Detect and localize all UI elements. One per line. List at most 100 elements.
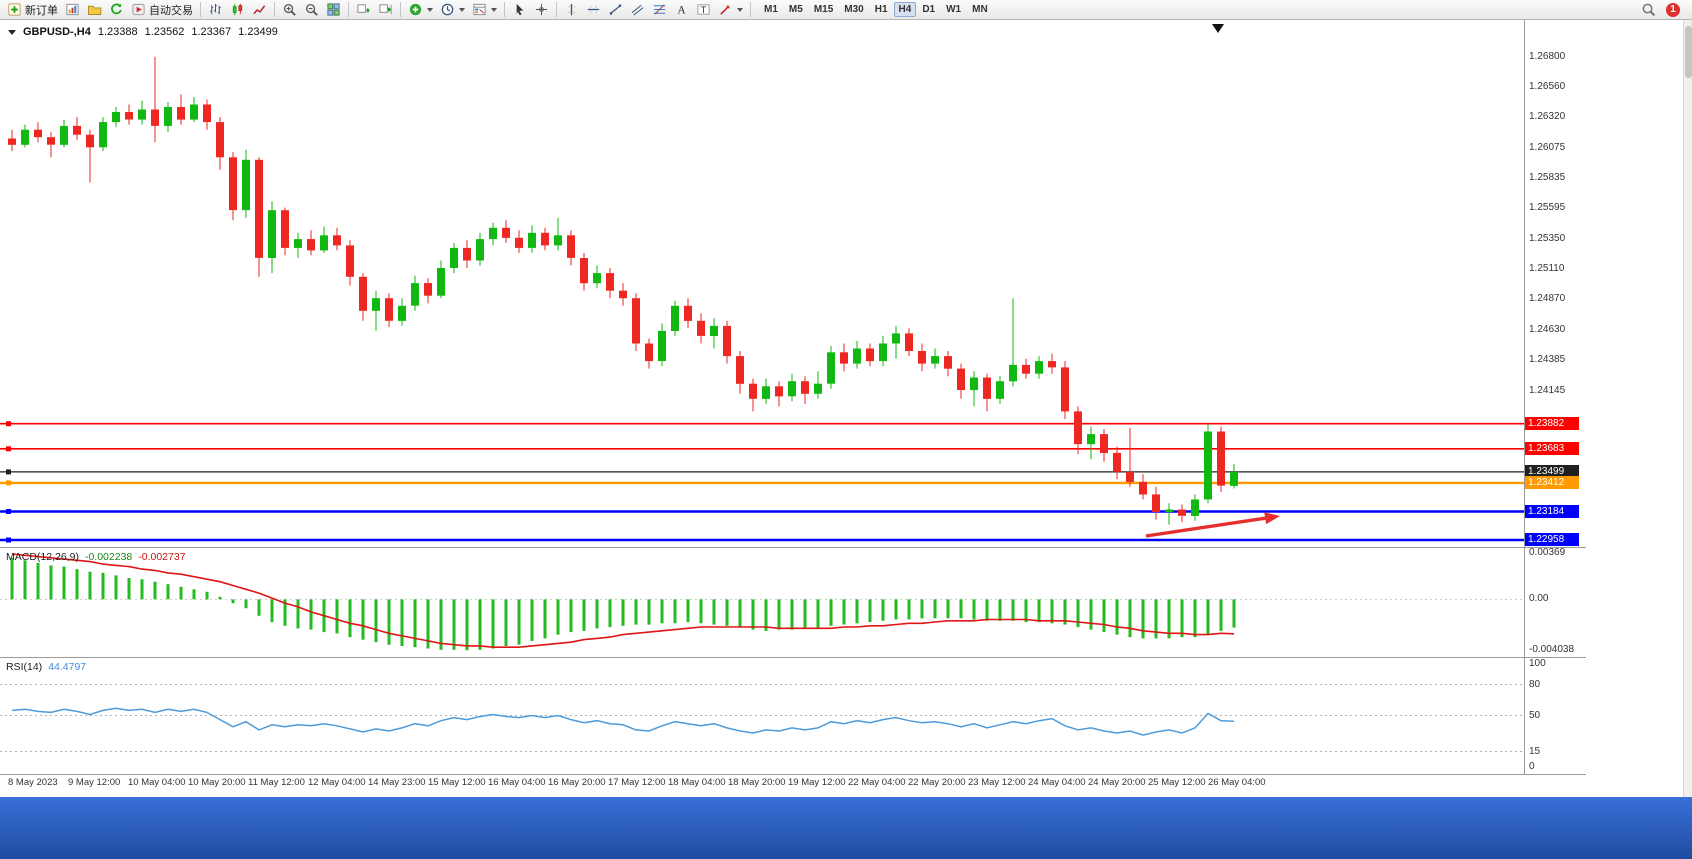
hline-icon	[586, 2, 601, 17]
price-tick: 1.24870	[1529, 293, 1566, 305]
chart-window: GBPUSD-,H4 1.23388 1.23562 1.23367 1.234…	[0, 20, 1692, 797]
new-order-button[interactable]: 新订单	[4, 0, 61, 19]
main-chart-canvas[interactable]	[0, 24, 1524, 546]
time-tick: 16 May 04:00	[488, 777, 546, 788]
chart-shift-icon	[378, 2, 393, 17]
price-tick: 1.25595	[1529, 202, 1566, 214]
periods-button[interactable]	[437, 0, 468, 19]
time-tick: 10 May 20:00	[188, 777, 246, 788]
refresh-button[interactable]	[106, 0, 127, 19]
dropdown-caret-icon	[491, 7, 497, 12]
timeframe-m1-button[interactable]: M1	[764, 4, 778, 15]
autotrading-icon	[131, 2, 146, 17]
toolbar-separator	[750, 2, 751, 17]
timeframe-h4-button[interactable]: H4	[893, 2, 917, 17]
auto-scroll-button[interactable]	[353, 0, 374, 19]
rsi-scale-tick: 0	[1529, 761, 1535, 772]
profiles-button[interactable]	[84, 0, 105, 19]
time-tick: 24 May 04:00	[1028, 777, 1086, 788]
rsi-scale-tick: 80	[1529, 678, 1541, 690]
rsi-indicator-canvas[interactable]	[0, 659, 1524, 772]
new-order-button-label: 新订单	[25, 4, 58, 17]
bars-icon	[208, 2, 223, 17]
symbol-period-label: GBPUSD-,H4	[23, 26, 91, 38]
chart-shift-button[interactable]	[375, 0, 396, 19]
time-tick: 25 May 12:00	[1148, 777, 1206, 788]
time-tick: 17 May 12:00	[608, 777, 666, 788]
zoom-out-button[interactable]	[301, 0, 322, 19]
vertical-scrollbar[interactable]	[1683, 20, 1692, 797]
price-line-badge: 1.23412	[1525, 476, 1579, 490]
search-icon	[1641, 2, 1656, 17]
time-axis-border	[0, 774, 1586, 775]
price-line-badge: 1.23683	[1525, 442, 1579, 456]
templates-button[interactable]	[469, 0, 500, 19]
line-chart-button[interactable]	[249, 0, 270, 19]
timeframe-m30-button[interactable]: M30	[844, 4, 864, 15]
fibonacci-icon	[652, 2, 667, 17]
text-button[interactable]: A	[671, 0, 692, 19]
vertical-line-button[interactable]	[561, 0, 582, 19]
autotrading-button[interactable]: 自动交易	[128, 0, 196, 19]
time-tick: 10 May 04:00	[128, 777, 186, 788]
time-tick: 22 May 20:00	[908, 777, 966, 788]
panel-splitter-macd[interactable]	[0, 547, 1586, 548]
macd-scale-tick: 0.00	[1529, 593, 1549, 605]
time-tick: 14 May 23:00	[368, 777, 426, 788]
time-tick: 9 May 12:00	[68, 777, 121, 788]
vline-icon	[564, 2, 579, 17]
cursor-button[interactable]	[509, 0, 530, 19]
profiles-icon	[87, 2, 102, 17]
new-chart-icon	[65, 2, 80, 17]
time-tick: 8 May 2023	[8, 777, 58, 788]
rsi-scale-tick: 50	[1529, 709, 1541, 721]
time-tick: 12 May 04:00	[308, 777, 366, 788]
trendline-button[interactable]	[605, 0, 626, 19]
timeframe-w1-button[interactable]: W1	[946, 4, 962, 15]
time-tick: 16 May 20:00	[548, 777, 606, 788]
price-tick: 1.26560	[1529, 80, 1566, 92]
timeframe-mn-button[interactable]: MN	[972, 4, 988, 15]
rsi-scale-tick: 100	[1529, 658, 1546, 669]
scrollbar-thumb[interactable]	[1685, 26, 1692, 78]
label-button[interactable]: T	[693, 0, 714, 19]
toolbar-separator	[274, 2, 275, 17]
time-tick: 15 May 12:00	[428, 777, 486, 788]
macd-scale-tick: -0.004038	[1529, 644, 1575, 656]
horizontal-line-button[interactable]	[583, 0, 604, 19]
zoom-in-button[interactable]	[279, 0, 300, 19]
new-chart-button[interactable]	[62, 0, 83, 19]
arrows-button[interactable]	[715, 0, 746, 19]
clock-icon	[440, 2, 455, 17]
crosshair-button[interactable]	[531, 0, 552, 19]
rsi-scale-tick: 15	[1529, 745, 1541, 757]
one-click-trading-expander-icon[interactable]	[8, 29, 16, 35]
timeframe-m15-button[interactable]: M15	[813, 4, 834, 15]
tile-windows-button[interactable]	[323, 0, 344, 19]
candlestick-chart-button[interactable]	[227, 0, 248, 19]
channel-button[interactable]	[627, 0, 648, 19]
price-tick: 1.26320	[1529, 111, 1566, 123]
bar-chart-button[interactable]	[205, 0, 226, 19]
notification-badge[interactable]: 1	[1666, 2, 1680, 17]
price-tick: 1.24630	[1529, 323, 1566, 335]
rsi-value: 44.4797	[48, 661, 87, 673]
chart-shift-marker-icon	[1212, 24, 1224, 33]
timeframe-d1-button[interactable]: D1	[922, 4, 936, 15]
zoom-in-icon	[282, 2, 297, 17]
trendline-icon	[608, 2, 623, 17]
autotrading-button-label: 自动交易	[149, 4, 193, 17]
template-icon	[472, 2, 487, 17]
fibonacci-button[interactable]	[649, 0, 670, 19]
crosshair-icon	[534, 2, 549, 17]
text-icon: A	[674, 2, 689, 17]
price-tick: 1.26075	[1529, 141, 1566, 153]
channel-icon	[630, 2, 645, 17]
timeframe-m5-button[interactable]: M5	[788, 4, 803, 15]
macd-indicator-canvas[interactable]	[0, 549, 1524, 656]
time-tick: 22 May 04:00	[848, 777, 906, 788]
search-button[interactable]	[1638, 0, 1659, 19]
indicators-button[interactable]	[405, 0, 436, 19]
timeframe-h1-button[interactable]: H1	[874, 4, 888, 15]
panel-splitter-rsi[interactable]	[0, 657, 1586, 658]
